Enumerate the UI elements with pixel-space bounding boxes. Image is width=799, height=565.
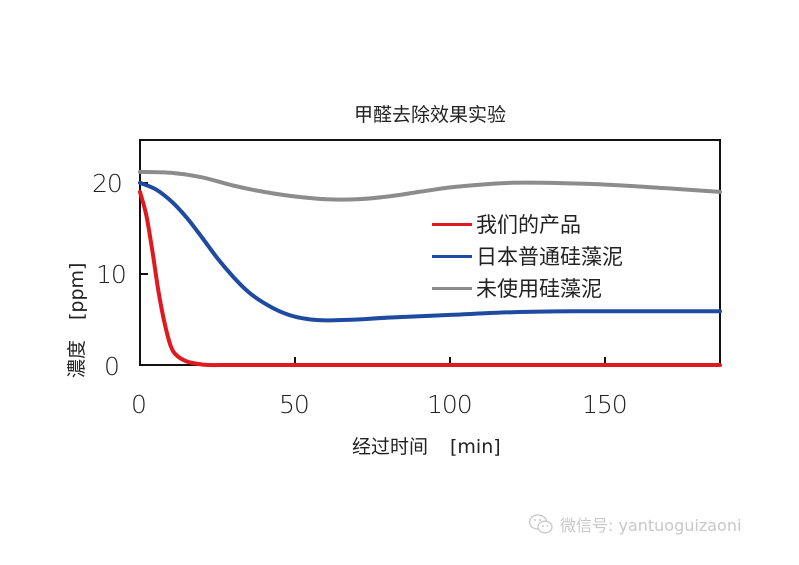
legend-swatch-red bbox=[432, 222, 472, 226]
y-axis-label: 濃度 [ppm] bbox=[62, 263, 89, 378]
legend: 我们的产品 日本普通硅藻泥 未使用硅藻泥 bbox=[432, 208, 623, 304]
x-axis-title: 经过时间 bbox=[352, 436, 429, 458]
y-tick-label: 10 bbox=[96, 260, 127, 289]
x-axis-label: 经过时间 [min] bbox=[352, 432, 501, 459]
watermark: 微信号: yantuoguizaoni bbox=[528, 512, 741, 536]
series-line-0 bbox=[138, 189, 722, 368]
y-tick-label: 0 bbox=[104, 352, 120, 381]
series-line-2 bbox=[138, 169, 722, 202]
legend-label: 未使用硅藻泥 bbox=[476, 277, 602, 301]
wechat-icon bbox=[528, 514, 553, 534]
legend-swatch-gray bbox=[432, 286, 472, 290]
legend-item: 未使用硅藻泥 bbox=[432, 272, 623, 304]
x-tick-label: 100 bbox=[427, 390, 473, 419]
chart-title: 甲醛去除效果实验 bbox=[353, 104, 506, 126]
y-tick-label: 20 bbox=[92, 169, 123, 198]
x-axis-unit: [min] bbox=[450, 436, 501, 458]
series-lines bbox=[138, 169, 722, 368]
legend-label: 我们的产品 bbox=[476, 213, 581, 237]
series-line-1 bbox=[138, 180, 722, 323]
legend-label: 日本普通硅藻泥 bbox=[476, 245, 623, 269]
x-tick-label: 0 bbox=[131, 390, 147, 419]
legend-item: 日本普通硅藻泥 bbox=[432, 240, 623, 272]
plot-frame bbox=[139, 139, 721, 366]
x-tick-label: 150 bbox=[582, 390, 628, 419]
watermark-text: 微信号: yantuoguizaoni bbox=[560, 516, 742, 535]
legend-item: 我们的产品 bbox=[432, 208, 623, 240]
legend-swatch-blue bbox=[432, 254, 472, 258]
y-axis-title: 濃度 bbox=[66, 339, 88, 378]
y-axis-unit: [ppm] bbox=[66, 262, 88, 320]
x-tick-label: 50 bbox=[279, 390, 310, 419]
